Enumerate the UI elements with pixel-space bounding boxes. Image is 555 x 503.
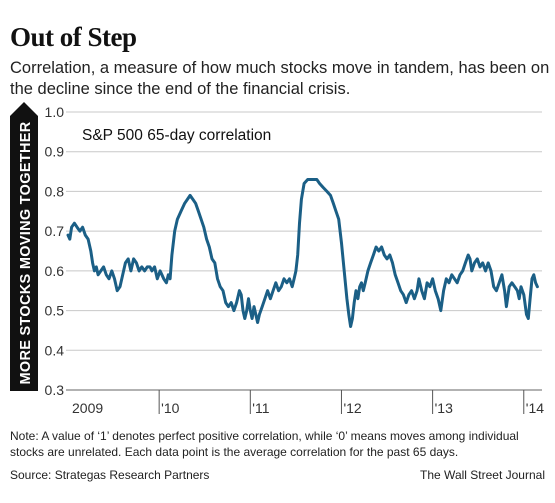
x-tick-label: '10	[161, 400, 179, 416]
correlation-line	[66, 178, 539, 328]
y-axis-tick-labels: 0.3 0.4 0.5 0.6 0.7 0.8 0.9 1.0	[45, 104, 65, 398]
series-correlation	[66, 178, 539, 328]
x-axis: 2009 '10 '11 '12 '13 '14	[72, 390, 544, 416]
x-tick-label: 2009	[72, 400, 103, 416]
y-tick-label: 0.6	[45, 263, 65, 279]
y-tick-label: 0.3	[45, 382, 65, 398]
y-axis-label-band	[10, 116, 38, 391]
chart-title: Out of Step	[10, 22, 137, 52]
chart-note: Note: A value of ‘1’ denotes perfect pos…	[10, 429, 519, 459]
chart-source: Source: Strategas Research Partners	[10, 468, 210, 482]
y-tick-label: 0.9	[45, 144, 65, 160]
grid-lines	[66, 111, 542, 391]
x-tick-label: '11	[252, 400, 269, 416]
y-axis-label-arrow-icon	[10, 102, 38, 116]
chart-credit: The Wall Street Journal	[420, 468, 545, 482]
y-tick-label: 1.0	[45, 104, 65, 120]
x-tick-label: '12	[343, 400, 361, 416]
y-axis-label: MORE STOCKS MOVING TOGETHER	[18, 121, 34, 384]
y-tick-label: 0.7	[45, 223, 65, 239]
y-tick-label: 0.4	[45, 342, 65, 358]
x-tick-label: '13	[435, 400, 453, 416]
y-tick-label: 0.5	[45, 303, 65, 319]
x-tick-label: '14	[526, 400, 544, 416]
line-chart: 0.3 0.4 0.5 0.6 0.7 0.8 0.9 1.0 2009 '10 '11 '12 '1…	[10, 102, 544, 416]
series-label: S&P 500 65-day correlation	[82, 127, 271, 144]
y-tick-label: 0.8	[45, 183, 65, 199]
chart-subtitle: Correlation, a measure of how much stock…	[10, 59, 550, 98]
